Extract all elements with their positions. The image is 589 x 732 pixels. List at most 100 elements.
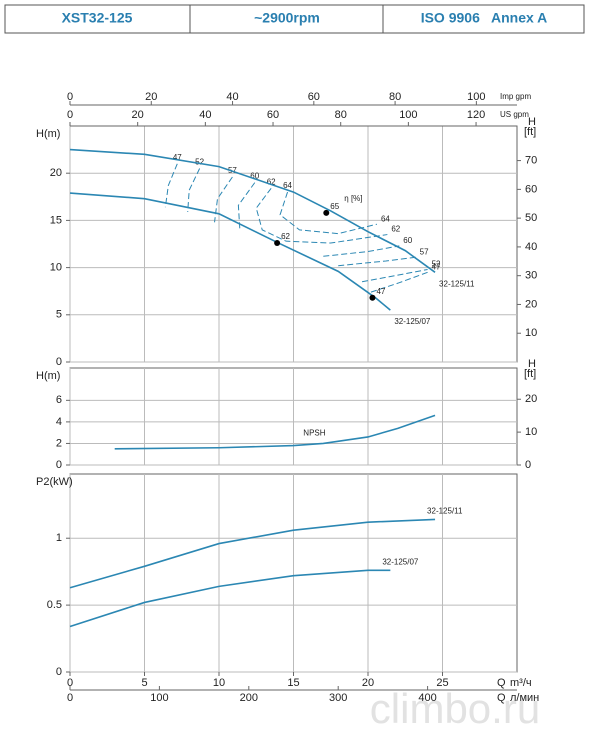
efficiency-label: 47: [432, 262, 441, 271]
curve-label: 32-125/07: [394, 317, 431, 326]
curve: [114, 414, 436, 450]
bottom-tick-label: 100: [150, 692, 168, 704]
bottom-tick-label: 200: [240, 692, 258, 704]
efficiency-curve: [164, 163, 428, 293]
bottom-tick-label: 0: [67, 692, 73, 704]
curve-label: 32-125/11: [439, 279, 475, 288]
efficiency-label: 64: [283, 181, 292, 190]
efficiency-label: 57: [420, 247, 429, 256]
curve: [69, 192, 391, 311]
bottom-axis-unit: л/мин: [510, 692, 539, 704]
x-tick-label: 25: [436, 677, 448, 689]
y2-tick-label: 0: [525, 459, 531, 471]
y-tick-label: 4: [56, 416, 62, 428]
duty-point-label: 47: [376, 287, 385, 296]
efficiency-label: 60: [250, 172, 259, 181]
top-tick-label: 80: [335, 109, 347, 121]
top-tick-label: 100: [467, 91, 485, 103]
y-tick-label: 20: [50, 167, 62, 179]
x-tick-label: 5: [141, 677, 147, 689]
efficiency-label: 62: [391, 225, 400, 234]
x-tick-label: 20: [362, 677, 374, 689]
efficiency-label: 52: [432, 260, 441, 269]
top-tick-label: 0: [67, 91, 73, 103]
y2-tick-label: 30: [525, 270, 537, 282]
bottom-tick-label: 300: [329, 692, 347, 704]
y2-tick-label: 50: [525, 212, 537, 224]
standard: ISO 9906 Annex A: [421, 10, 548, 26]
y2-axis-label: H: [528, 116, 536, 128]
top-tick-label: 40: [226, 91, 238, 103]
y-axis-label: H(m): [36, 128, 60, 140]
y2-tick-label: 20: [525, 393, 537, 405]
efficiency-curve: [214, 176, 416, 267]
top-tick-label: 20: [145, 91, 157, 103]
efficiency-label: 60: [403, 236, 412, 245]
y-tick-label: 6: [56, 394, 62, 406]
curve-label: 32-125/07: [382, 557, 419, 566]
curve: [69, 569, 391, 628]
top-tick-label: 40: [199, 109, 211, 121]
x-axis-label: Q: [497, 677, 506, 689]
x-tick-label: 10: [213, 677, 225, 689]
duty-point: [323, 209, 330, 216]
y-tick-label: 1: [56, 532, 62, 544]
efficiency-label: 47: [173, 153, 182, 162]
y-tick-label: 15: [50, 214, 62, 226]
top-tick-label: 60: [267, 109, 279, 121]
x-tick-label: 15: [287, 677, 299, 689]
duty-point: [274, 240, 281, 247]
top-tick-label: 20: [132, 109, 144, 121]
y-tick-label: 2: [56, 437, 62, 449]
top-tick-label: 0: [67, 109, 73, 121]
y-tick-label: 5: [56, 309, 62, 321]
y2-axis-unit: [ft]: [524, 368, 536, 380]
top-tick-label: 120: [467, 109, 485, 121]
top-tick-label: 80: [389, 91, 401, 103]
x-tick-label: 0: [67, 677, 73, 689]
efficiency-label: 64: [381, 214, 390, 223]
duty-point-label: 62: [281, 232, 290, 241]
y2-tick-label: 60: [525, 183, 537, 195]
y-tick-label: 0.5: [47, 599, 62, 611]
bottom-tick-label: 400: [418, 692, 436, 704]
y-tick-label: 10: [50, 262, 62, 274]
duty-point: [369, 294, 376, 301]
y2-tick-label: 40: [525, 241, 537, 253]
top-tick-label: 60: [308, 91, 320, 103]
curve-label: 32-125/11: [427, 507, 463, 516]
curve: [69, 518, 436, 589]
duty-point-label: 65: [330, 202, 339, 211]
y2-axis-unit: [ft]: [524, 126, 536, 138]
curve-label: NPSH: [303, 429, 325, 438]
model: XST32-125: [62, 10, 133, 26]
y2-tick-label: 20: [525, 298, 537, 310]
efficiency-label: 52: [195, 158, 204, 167]
y-tick-label: 0: [56, 356, 62, 368]
efficiency-curve: [279, 191, 378, 235]
bottom-axis-label: Q: [497, 692, 506, 704]
top-axis-label: Imp gpm: [500, 92, 531, 101]
efficiency-curve: [187, 168, 428, 283]
speed: ~2900rpm: [254, 10, 320, 26]
y-tick-label: 0: [56, 666, 62, 678]
y2-axis-label: H: [528, 358, 536, 370]
y-axis-label: P2(kW): [36, 476, 73, 488]
y2-tick-label: 10: [525, 426, 537, 438]
curve: [69, 148, 436, 273]
top-axis-label: US gpm: [500, 110, 529, 119]
y2-tick-label: 10: [525, 327, 537, 339]
efficiency-curve: [237, 182, 400, 257]
header-box: [4, 4, 585, 34]
top-tick-label: 100: [399, 109, 417, 121]
x-axis-unit: m³/ч: [510, 677, 532, 689]
y2-tick-label: 70: [525, 154, 537, 166]
efficiency-axis-label: η [%]: [344, 194, 362, 203]
y-tick-label: 0: [56, 459, 62, 471]
y-axis-label: H(m): [36, 370, 60, 382]
efficiency-curve: [255, 188, 388, 244]
efficiency-label: 62: [267, 177, 276, 186]
watermark: climbo.ru: [370, 685, 540, 732]
